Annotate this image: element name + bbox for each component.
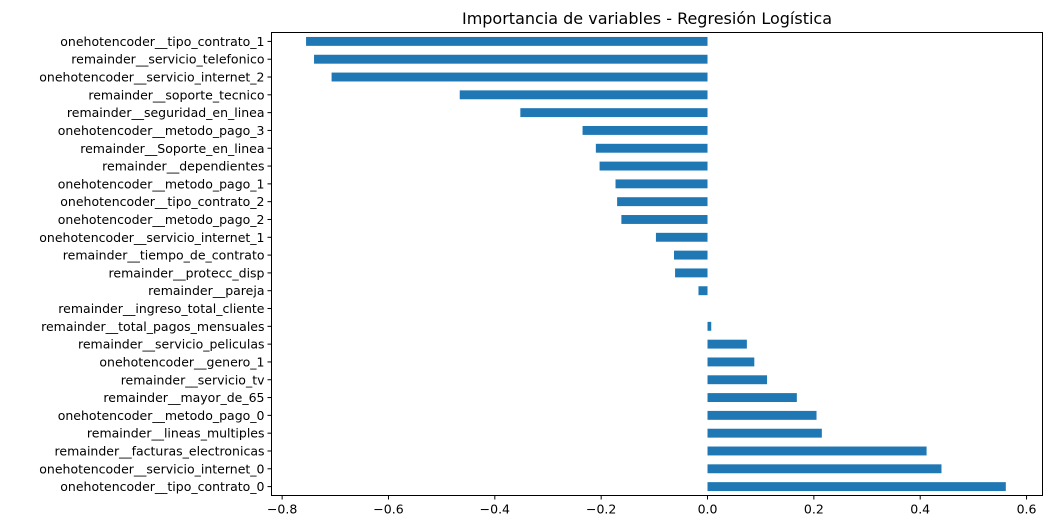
bar [675,268,708,278]
y-tick-label: onehotencoder__tipo_contrato_2 [60,194,264,209]
y-tick-label: onehotencoder__servicio_internet_1 [39,230,264,245]
bar [707,410,817,420]
bar [707,393,797,403]
y-tick-label: remainder__facturas_electronicas [55,443,265,458]
bar [595,143,708,153]
y-tick-label: remainder__servicio_tv [121,372,265,387]
x-tick-label: 0.2 [804,502,824,517]
bar [707,321,712,331]
y-tick-label: onehotencoder__metodo_pago_3 [58,123,265,138]
bar [331,72,708,82]
y-tick-label: remainder__servicio_peliculas [78,337,265,352]
bar [698,286,708,296]
x-tick-label: 0.4 [910,502,930,517]
bar [707,464,942,474]
y-tick-label: remainder__dependientes [102,159,264,174]
y-axis: onehotencoder__tipo_contrato_1 remainder_… [39,34,272,494]
bar [617,197,708,207]
y-tick-label: remainder__ingreso_total_cliente [58,301,265,316]
y-tick-label: remainder__seguridad_en_linea [67,105,265,120]
y-tick-label: remainder__pareja [148,283,264,298]
y-tick-label: onehotencoder__metodo_pago_0 [58,408,265,423]
y-tick-label: remainder__servicio_telefonico [71,52,264,67]
bar [707,357,755,367]
y-tick-label: remainder__soporte_tecnico [88,87,264,102]
bar [599,161,708,171]
y-tick-label: remainder__protecc_disp [109,265,265,280]
y-tick-label: onehotencoder__metodo_pago_1 [58,176,265,191]
bar [707,482,1006,492]
bars-layer [306,36,1006,492]
x-tick-label: −0.8 [267,502,297,517]
bar [615,179,708,189]
bar [314,54,708,64]
bar [707,446,927,456]
bar [674,250,708,260]
bar [707,375,768,385]
plot-frame [271,32,1043,496]
x-tick-label: 0.6 [1017,502,1037,517]
x-tick-label: 0.0 [698,502,718,517]
x-tick-label: −0.4 [480,502,510,517]
x-tick-label: −0.6 [373,502,403,517]
bar [707,339,747,349]
chart-title: Importancia de variables - Regresión Log… [462,9,832,28]
y-tick-label: onehotencoder__genero_1 [99,354,264,369]
x-axis: −0.8 −0.6 −0.4 −0.2 0.0 0.2 0.4 0.6 [267,495,1037,517]
y-tick-label: onehotencoder__tipo_contrato_1 [60,34,264,49]
y-tick-label: remainder__Soporte_en_linea [80,141,264,156]
y-tick-label: onehotencoder__servicio_internet_0 [39,461,264,476]
bar [459,90,708,100]
y-tick-label: onehotencoder__servicio_internet_2 [39,70,264,85]
bar [582,125,708,135]
y-tick-label: remainder__mayor_de_65 [103,390,264,405]
bar [655,232,708,242]
y-tick-label: remainder__tiempo_de_contrato [63,248,265,263]
x-tick-label: −0.2 [586,502,616,517]
y-tick-label: onehotencoder__tipo_contrato_0 [60,479,264,494]
y-tick-label: onehotencoder__metodo_pago_2 [58,212,265,227]
bar [520,108,708,118]
y-tick-label: remainder__lineas_multiples [87,426,265,441]
y-tick-label: remainder__total_pagos_mensuales [41,319,264,334]
bar [621,215,708,224]
bar [306,36,708,46]
bar [707,428,822,438]
